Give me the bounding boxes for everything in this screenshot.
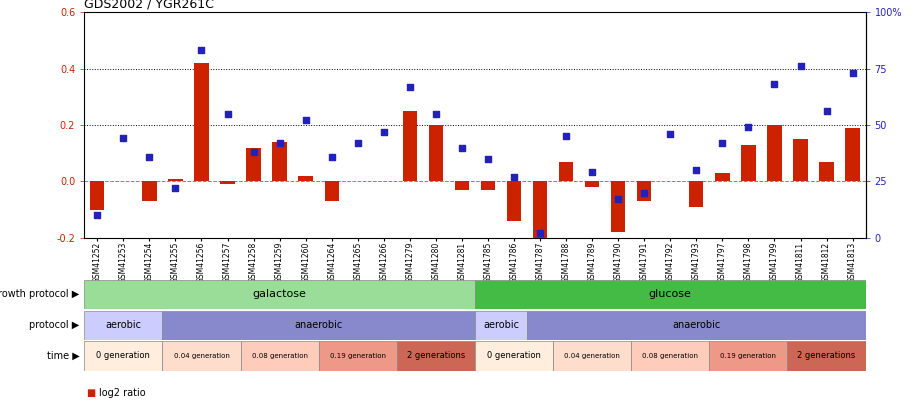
Bar bbox=[527, 311, 866, 340]
Bar bbox=[709, 341, 788, 371]
Text: 0.08 generation: 0.08 generation bbox=[642, 353, 698, 359]
Bar bbox=[631, 341, 709, 371]
Text: 0.04 generation: 0.04 generation bbox=[564, 353, 620, 359]
Point bbox=[246, 149, 261, 155]
Text: 0.04 generation: 0.04 generation bbox=[173, 353, 229, 359]
Text: glucose: glucose bbox=[649, 290, 692, 299]
Text: time ▶: time ▶ bbox=[47, 351, 80, 361]
Bar bbox=[319, 341, 397, 371]
Bar bbox=[637, 181, 651, 201]
Bar bbox=[429, 125, 443, 181]
Bar bbox=[84, 280, 474, 309]
Bar bbox=[741, 145, 756, 181]
Point bbox=[793, 63, 808, 70]
Point bbox=[741, 124, 756, 130]
Bar bbox=[788, 341, 866, 371]
Text: GDS2002 / YGR261C: GDS2002 / YGR261C bbox=[84, 0, 214, 11]
Bar bbox=[454, 181, 469, 190]
Bar bbox=[585, 181, 599, 187]
Bar bbox=[793, 139, 808, 181]
Text: 0 generation: 0 generation bbox=[96, 352, 150, 360]
Bar bbox=[84, 341, 162, 371]
Bar bbox=[324, 181, 339, 201]
Point bbox=[90, 212, 104, 218]
Text: 0.08 generation: 0.08 generation bbox=[252, 353, 308, 359]
Text: 2 generations: 2 generations bbox=[798, 352, 856, 360]
Point bbox=[272, 140, 287, 146]
Point bbox=[402, 83, 417, 90]
Bar bbox=[507, 181, 521, 221]
Text: aerobic: aerobic bbox=[483, 320, 519, 330]
Text: growth protocol ▶: growth protocol ▶ bbox=[0, 290, 80, 299]
Point bbox=[324, 153, 339, 160]
Bar bbox=[820, 162, 834, 181]
Point bbox=[299, 117, 313, 124]
Point bbox=[169, 185, 183, 191]
Point bbox=[507, 174, 521, 180]
Point bbox=[663, 131, 678, 137]
Point bbox=[429, 111, 443, 117]
Bar bbox=[169, 179, 182, 181]
Bar bbox=[221, 181, 234, 184]
Bar bbox=[474, 341, 553, 371]
Bar bbox=[142, 181, 157, 201]
Text: 0 generation: 0 generation bbox=[487, 352, 541, 360]
Bar bbox=[246, 147, 261, 181]
Point bbox=[689, 167, 703, 173]
Point bbox=[376, 128, 391, 135]
Point bbox=[637, 190, 651, 196]
Point bbox=[351, 140, 365, 146]
Bar bbox=[845, 128, 860, 181]
Point bbox=[220, 111, 234, 117]
Bar bbox=[397, 341, 474, 371]
Bar bbox=[689, 181, 703, 207]
Point bbox=[845, 70, 860, 76]
Bar bbox=[474, 280, 866, 309]
Bar bbox=[715, 173, 729, 181]
Bar bbox=[553, 341, 631, 371]
Point bbox=[533, 230, 548, 237]
Text: 2 generations: 2 generations bbox=[407, 352, 465, 360]
Point bbox=[559, 133, 573, 139]
Bar bbox=[403, 111, 417, 181]
Bar bbox=[194, 63, 209, 181]
Point bbox=[194, 47, 209, 54]
Point bbox=[584, 169, 599, 175]
Text: log2 ratio: log2 ratio bbox=[99, 388, 146, 398]
Bar bbox=[162, 341, 241, 371]
Point bbox=[142, 153, 157, 160]
Bar bbox=[474, 311, 527, 340]
Bar bbox=[162, 311, 474, 340]
Point bbox=[116, 135, 131, 142]
Bar bbox=[559, 162, 573, 181]
Text: 0.19 generation: 0.19 generation bbox=[720, 353, 777, 359]
Text: anaerobic: anaerobic bbox=[295, 320, 343, 330]
Bar bbox=[481, 181, 496, 190]
Point bbox=[767, 81, 781, 87]
Point bbox=[715, 140, 730, 146]
Bar bbox=[533, 181, 547, 241]
Text: galactose: galactose bbox=[253, 290, 307, 299]
Text: anaerobic: anaerobic bbox=[672, 320, 721, 330]
Point bbox=[454, 144, 469, 151]
Bar bbox=[272, 142, 287, 181]
Bar bbox=[84, 311, 162, 340]
Point bbox=[819, 108, 834, 115]
Bar bbox=[241, 341, 319, 371]
Text: aerobic: aerobic bbox=[105, 320, 141, 330]
Bar bbox=[611, 181, 626, 232]
Point bbox=[611, 196, 626, 202]
Bar bbox=[90, 181, 104, 209]
Text: protocol ▶: protocol ▶ bbox=[29, 320, 80, 330]
Bar bbox=[768, 125, 781, 181]
Point bbox=[481, 156, 496, 162]
Text: ■: ■ bbox=[86, 388, 95, 398]
Text: 0.19 generation: 0.19 generation bbox=[330, 353, 386, 359]
Bar bbox=[299, 176, 313, 181]
